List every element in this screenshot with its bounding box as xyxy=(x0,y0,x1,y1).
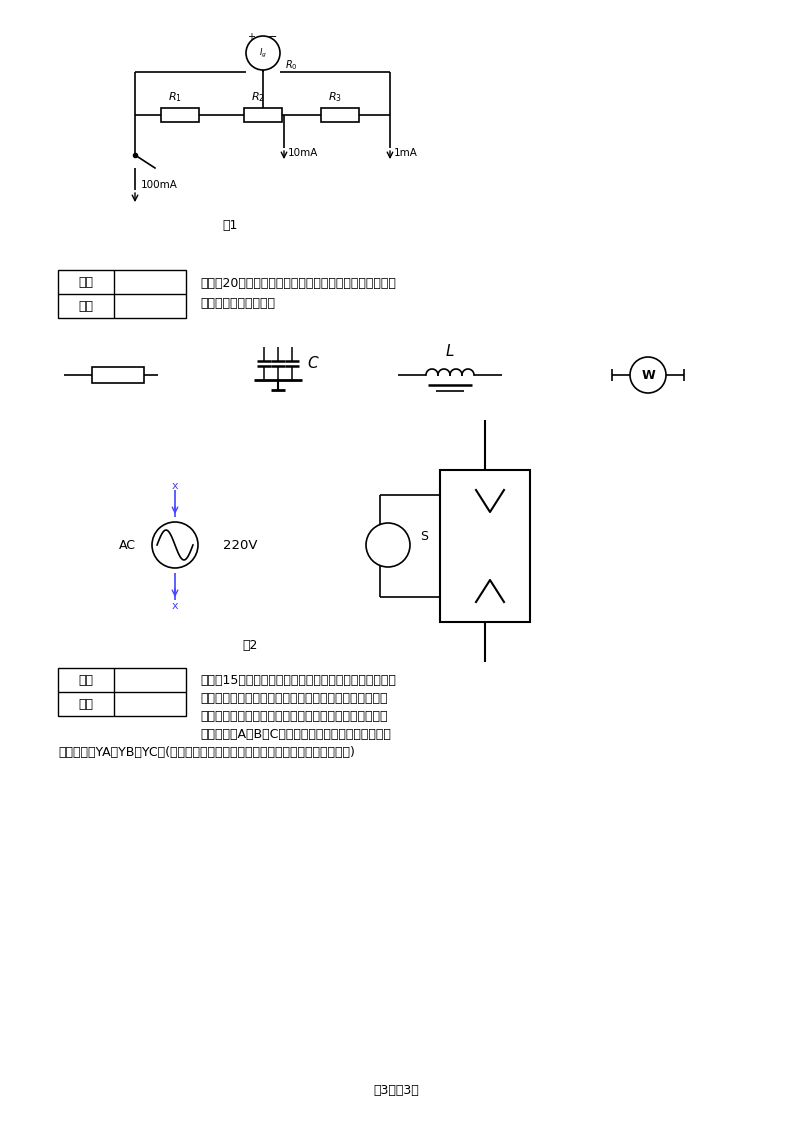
Text: 图1: 图1 xyxy=(222,219,238,231)
Text: 信号分别为YA、YB、YC。(要求列写真值表、写出最简逻辑表达式、并画出逻辑图): 信号分别为YA、YB、YC。(要求列写真值表、写出最简逻辑表达式、并画出逻辑图) xyxy=(58,745,355,758)
Text: 得分: 得分 xyxy=(79,276,94,288)
Text: 图2: 图2 xyxy=(243,638,258,652)
Text: 阅卷: 阅卷 xyxy=(79,300,94,313)
Text: −: − xyxy=(268,33,278,42)
Text: 确连接使之正常工作。: 确连接使之正常工作。 xyxy=(200,296,275,310)
Text: 220V: 220V xyxy=(223,539,257,552)
Text: L: L xyxy=(446,343,454,359)
Text: S: S xyxy=(420,530,428,543)
Text: 阅卷: 阅卷 xyxy=(79,698,94,710)
Circle shape xyxy=(152,522,198,568)
Text: +: + xyxy=(247,33,255,42)
Text: $R_0$: $R_0$ xyxy=(285,58,297,72)
Bar xyxy=(58,270,186,318)
Text: 1mA: 1mA xyxy=(394,148,418,158)
Text: C: C xyxy=(307,356,318,370)
Text: 四、（20分）构成日光灯电路的元件如图所示，请进行正: 四、（20分）构成日光灯电路的元件如图所示，请进行正 xyxy=(200,276,396,289)
Text: x: x xyxy=(172,601,178,611)
Text: $R_1$: $R_1$ xyxy=(168,90,182,104)
Text: AC: AC xyxy=(118,539,136,552)
Bar xyxy=(321,108,359,122)
Bar xyxy=(244,108,282,122)
Circle shape xyxy=(246,36,280,70)
Bar xyxy=(58,668,186,716)
Bar xyxy=(440,470,530,622)
Bar xyxy=(92,367,144,383)
Bar xyxy=(161,108,199,122)
Text: 第3页共3页: 第3页共3页 xyxy=(374,1084,419,1096)
Circle shape xyxy=(366,523,410,567)
Text: 100mA: 100mA xyxy=(141,180,178,190)
Text: 发，即只能给出一个开车信号，试画出满足上述要求的逻: 发，即只能给出一个开车信号，试画出满足上述要求的逻 xyxy=(200,709,388,723)
Text: 辑电路。设A、B、C分别代表特快、直快、普快，开车: 辑电路。设A、B、C分别代表特快、直快、普快，开车 xyxy=(200,727,391,741)
Circle shape xyxy=(630,357,666,393)
Text: 10mA: 10mA xyxy=(288,148,318,158)
Text: 得分: 得分 xyxy=(79,673,94,687)
Text: x: x xyxy=(172,481,178,491)
Text: W: W xyxy=(641,368,655,381)
Text: $I_g$: $I_g$ xyxy=(259,46,267,59)
Text: 五、（15分）旅客列车分特快、直快、和普快，并依此为: 五、（15分）旅客列车分特快、直快、和普快，并依此为 xyxy=(200,673,396,687)
Text: 优先通行次序。某站在同一时间只能有一趟列车从车站出: 优先通行次序。某站在同一时间只能有一趟列车从车站出 xyxy=(200,691,388,705)
Text: $R_2$: $R_2$ xyxy=(251,90,265,104)
Text: $R_3$: $R_3$ xyxy=(328,90,342,104)
